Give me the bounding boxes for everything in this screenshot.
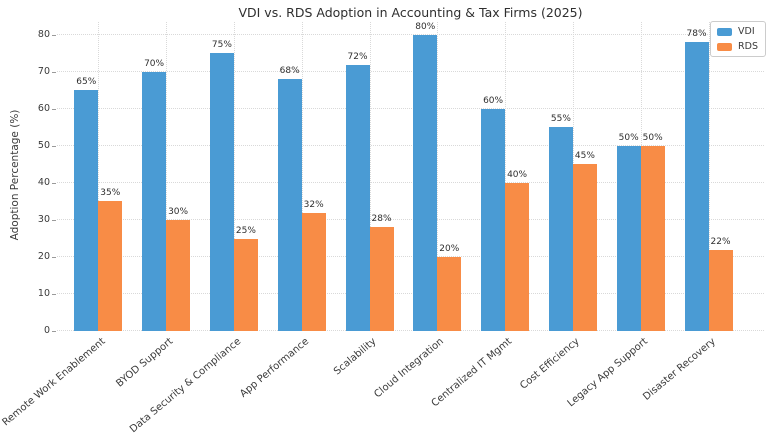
legend-item-rds: RDS xyxy=(717,41,758,52)
x-tick-label: Data Security & Compliance xyxy=(127,336,243,436)
bar-value-label: 55% xyxy=(550,114,571,125)
gridline-horizontal xyxy=(57,70,764,72)
gridline-vertical xyxy=(708,22,710,331)
bar-value-label: 68% xyxy=(279,66,300,77)
gridline-horizontal xyxy=(57,256,764,257)
bar-value-label: 80% xyxy=(415,21,436,32)
bar-vdi xyxy=(413,34,438,331)
y-tick-label: 20 xyxy=(37,250,50,262)
y-tick-label: 0 xyxy=(43,325,50,336)
y-axis-label: Adoption Percentage (%) xyxy=(9,109,21,241)
x-tick-label: Remote Work Enablement xyxy=(0,336,108,429)
bar-value-label: 32% xyxy=(303,199,324,210)
gridline-vertical xyxy=(233,22,235,331)
bar-value-label: 60% xyxy=(483,95,504,106)
y-tick-label: 30 xyxy=(37,213,50,225)
y-tick-icon xyxy=(52,71,56,73)
x-tick-label: Cost Efficiency xyxy=(518,336,582,392)
gridline-horizontal xyxy=(57,330,764,331)
bar-rds xyxy=(505,182,530,331)
gridline-horizontal xyxy=(57,218,764,220)
rds-swatch-icon xyxy=(717,42,733,51)
bar-value-label: 75% xyxy=(211,40,232,51)
y-tick-label: 10 xyxy=(37,287,50,299)
bar-rds xyxy=(640,145,665,331)
gridline-vertical xyxy=(369,22,371,331)
bar-rds xyxy=(437,257,462,331)
gridline-horizontal xyxy=(57,181,764,183)
bar-value-label: 72% xyxy=(347,51,368,62)
x-tick-label: Cloud Integration xyxy=(372,336,447,401)
y-tick-label: 50 xyxy=(37,139,50,151)
plot-area: VDI RDS 65% 70% 75% 68% 72% 80% 60% 55% 50% 78% 35… xyxy=(57,21,766,331)
bar-value-label: 35% xyxy=(100,188,121,199)
bar-value-label: 65% xyxy=(76,77,97,88)
bar-vdi xyxy=(142,71,167,331)
gridline-horizontal xyxy=(57,107,764,109)
bar-value-label: 20% xyxy=(439,244,460,254)
gridline-horizontal xyxy=(57,33,764,35)
bar-value-label: 50% xyxy=(618,132,639,143)
bar-value-label: 30% xyxy=(168,206,189,217)
y-tick-label: 70 xyxy=(37,65,50,77)
gridline-horizontal xyxy=(57,293,764,294)
y-tick-icon xyxy=(52,256,56,258)
gridline-vertical xyxy=(98,22,100,331)
bar-rds xyxy=(98,201,123,331)
gridline-vertical xyxy=(437,22,439,331)
bar-vdi xyxy=(74,90,99,331)
bar-value-label: 22% xyxy=(710,236,731,247)
bar-value-label: 78% xyxy=(686,29,707,40)
gridline-vertical xyxy=(301,22,303,331)
legend-label-rds: RDS xyxy=(738,41,758,52)
x-tick-label: Disaster Recovery xyxy=(640,336,718,403)
bar-value-label: 25% xyxy=(235,225,256,236)
bar-value-label: 40% xyxy=(507,169,528,180)
bar-value-label: 50% xyxy=(642,132,663,143)
y-tick-icon xyxy=(52,145,56,147)
x-tick-label: App Performance xyxy=(237,336,311,400)
x-tick-label: Scalability xyxy=(332,336,379,378)
bar-rds xyxy=(369,227,394,331)
legend: VDI RDS xyxy=(710,21,766,57)
y-tick-icon xyxy=(52,34,56,36)
y-tick-icon xyxy=(52,219,56,221)
gridline-horizontal xyxy=(57,144,764,146)
bar-vdi xyxy=(616,145,641,331)
y-tick-label: 40 xyxy=(37,176,50,188)
bar-rds xyxy=(166,219,191,331)
bar-rds xyxy=(301,212,326,331)
y-tick-icon xyxy=(52,331,56,332)
bar-rds xyxy=(233,238,258,331)
legend-label-vdi: VDI xyxy=(738,26,755,37)
y-tick-label: 60 xyxy=(37,102,50,114)
bar-value-label: 45% xyxy=(574,151,595,162)
chart-title: VDI vs. RDS Adoption in Accounting & Tax… xyxy=(238,5,583,20)
vdi-swatch-icon xyxy=(717,27,733,36)
bar-vdi xyxy=(277,79,302,331)
y-tick-icon xyxy=(52,108,56,110)
bar-rds xyxy=(572,164,597,331)
legend-item-vdi: VDI xyxy=(717,26,758,37)
bar-vdi xyxy=(345,64,370,331)
y-tick-label: 80 xyxy=(37,28,50,40)
bar-value-label: 70% xyxy=(144,58,165,69)
x-tick-label: BYOD Support xyxy=(114,336,176,390)
y-tick-icon xyxy=(52,293,56,295)
y-tick-icon xyxy=(52,182,56,184)
gridline-vertical xyxy=(505,22,507,331)
bar-value-label: 28% xyxy=(371,214,392,225)
bar-vdi xyxy=(209,53,234,331)
bar-vdi xyxy=(684,42,709,331)
bar-rds xyxy=(708,249,733,331)
bar-vdi xyxy=(481,108,506,331)
bar-vdi xyxy=(548,127,573,331)
gridline-vertical xyxy=(166,22,168,331)
